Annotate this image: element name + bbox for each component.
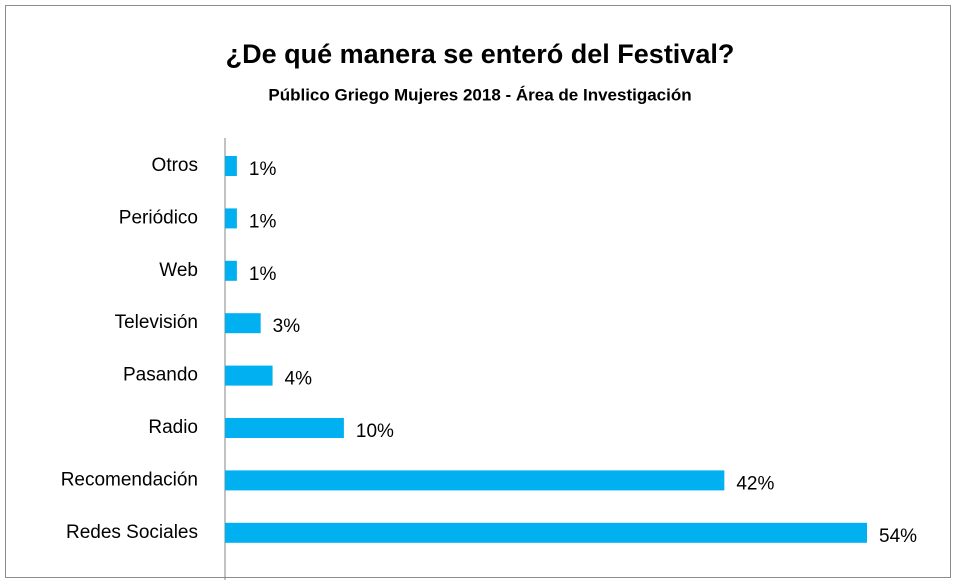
chart-title: ¿De qué manera se enteró del Festival?: [226, 39, 735, 69]
y-tick-label: Web: [159, 260, 198, 281]
data-label: 1%: [249, 159, 277, 180]
data-label: 3%: [273, 316, 301, 337]
data-label: 10%: [356, 421, 394, 442]
chart-subtitle: Público Griego Mujeres 2018 - Área de In…: [268, 85, 691, 104]
y-tick-label: Redes Sociales: [66, 522, 198, 543]
data-label: 54%: [879, 526, 917, 547]
bar: [225, 418, 344, 438]
bar: [225, 522, 867, 543]
y-tick-label: Recomendación: [61, 469, 198, 490]
bar: [225, 313, 261, 334]
y-tick-label: Televisión: [115, 312, 198, 333]
data-label: 1%: [249, 264, 277, 285]
data-label: 42%: [736, 473, 774, 494]
bar: [225, 260, 237, 281]
y-tick-label: Periódico: [119, 207, 198, 228]
data-label: 4%: [285, 369, 313, 390]
bar: [225, 470, 725, 491]
bar: [225, 156, 237, 176]
bar: [225, 208, 237, 229]
y-tick-label: Pasando: [123, 365, 198, 386]
data-label: 1%: [249, 211, 277, 232]
bar: [225, 365, 273, 386]
y-tick-label: Radio: [148, 417, 198, 438]
y-tick-label: Otros: [152, 155, 198, 176]
